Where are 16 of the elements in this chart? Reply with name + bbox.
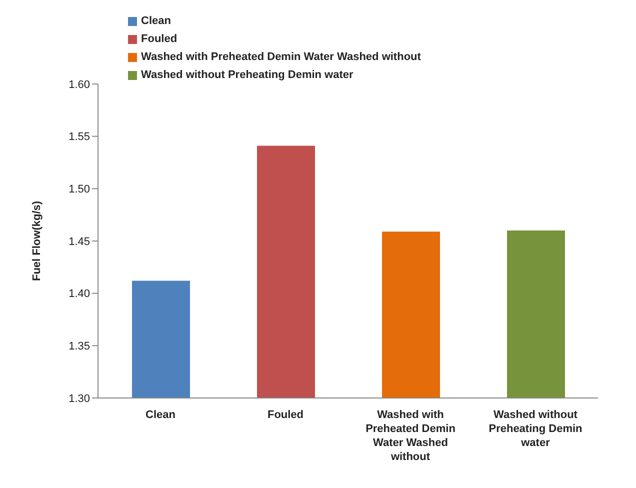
x-tick-label: Washed without Preheating Demin water bbox=[488, 409, 583, 449]
x-tick-label: Washed with Preheated Demin Water Washed without bbox=[366, 409, 456, 463]
y-tick-label: 1.40 bbox=[68, 288, 90, 300]
y-tick-label: 1.35 bbox=[68, 340, 90, 353]
legend-label: Washed without Preheating Demin water bbox=[141, 69, 354, 81]
legend-label: Fouled bbox=[141, 33, 178, 45]
y-axis-title: Fuel Flow(kg/s) bbox=[30, 200, 43, 282]
y-tick-label: 1.55 bbox=[68, 131, 90, 144]
legend-label: Clean bbox=[141, 15, 171, 27]
y-tick-label: 1.45 bbox=[68, 236, 90, 248]
y-tick-label: 1.50 bbox=[68, 184, 90, 196]
legend-label: Washed with Preheated Demin Water Washed without bbox=[141, 51, 421, 63]
x-tick-label: Fouled bbox=[267, 409, 304, 421]
x-tick-label: Clean bbox=[146, 409, 176, 421]
y-tick-label: 1.30 bbox=[68, 392, 90, 405]
y-tick-label: 1.60 bbox=[68, 78, 90, 91]
